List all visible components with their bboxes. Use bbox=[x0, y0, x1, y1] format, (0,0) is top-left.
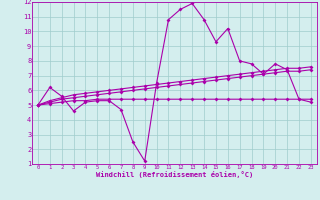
X-axis label: Windchill (Refroidissement éolien,°C): Windchill (Refroidissement éolien,°C) bbox=[96, 171, 253, 178]
